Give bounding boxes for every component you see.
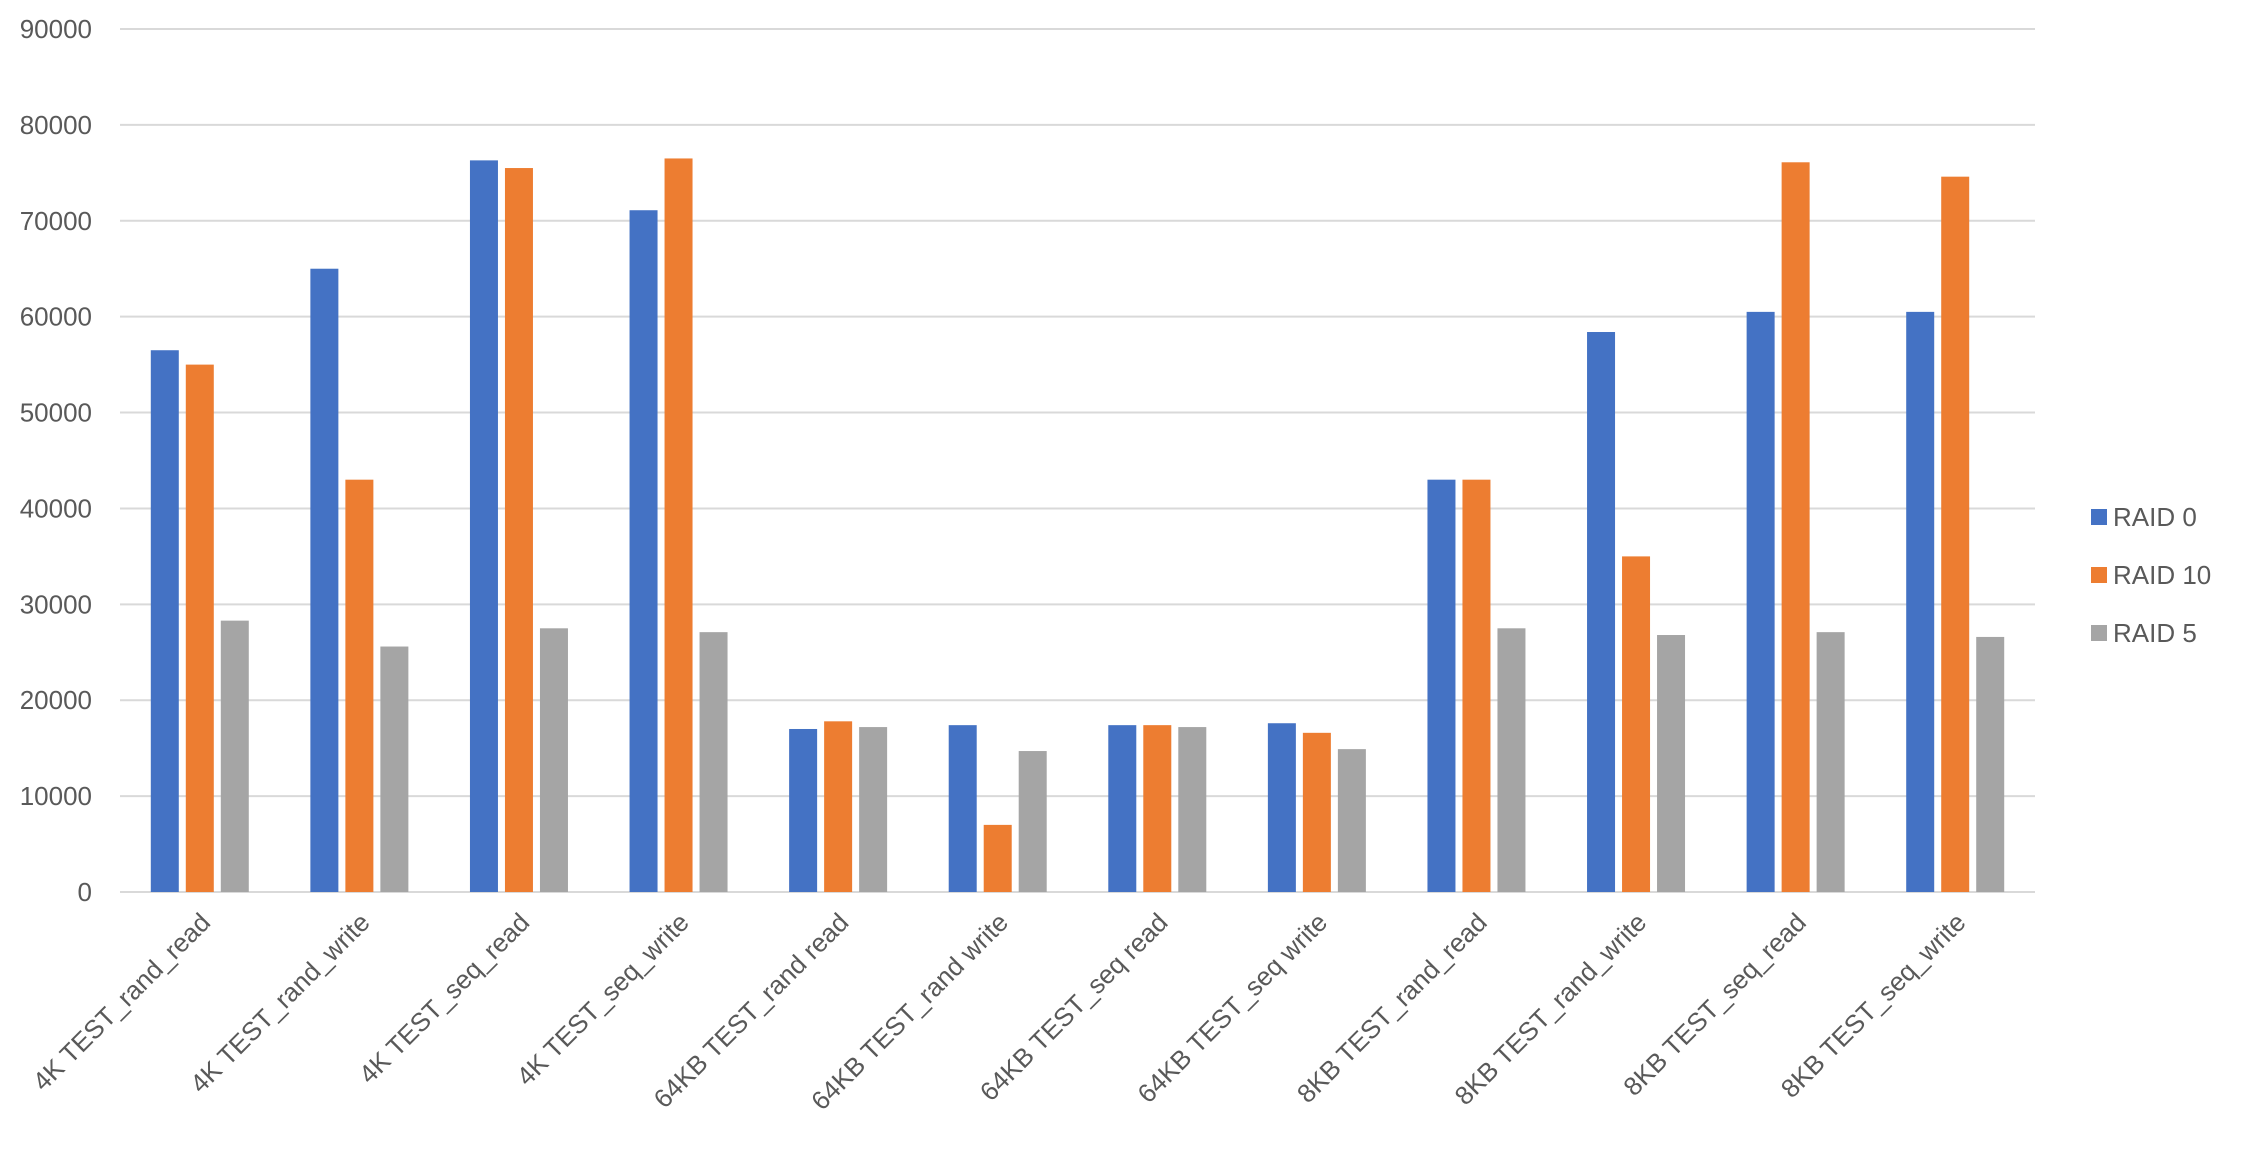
legend-label: RAID 10 xyxy=(2113,560,2211,590)
bar-raid-10 xyxy=(185,364,214,893)
bar-raid-0 xyxy=(150,350,179,892)
y-tick-label: 50000 xyxy=(20,398,92,428)
bar-raid-10 xyxy=(1143,725,1172,892)
bar-raid-10 xyxy=(504,168,533,893)
bar-raid-5 xyxy=(699,632,728,892)
bar-raid-10 xyxy=(824,721,853,892)
gridlines xyxy=(120,28,2035,893)
bar-raid-5 xyxy=(539,628,568,892)
bar-raid-0 xyxy=(789,728,818,892)
y-tick-label: 20000 xyxy=(20,685,92,715)
bar-raid-5 xyxy=(220,620,249,892)
bar-raid-5 xyxy=(1976,636,2005,892)
y-tick-label: 80000 xyxy=(20,110,92,140)
bar-raid-0 xyxy=(1427,479,1456,892)
bar-raid-0 xyxy=(310,268,339,892)
x-tick-label: 8KB TEST_seq_read xyxy=(1617,907,1812,1102)
bar-raid-5 xyxy=(380,646,409,892)
bar-raid-5 xyxy=(1337,749,1366,892)
bar-raid-10 xyxy=(1941,176,1970,892)
y-tick-label: 10000 xyxy=(20,781,92,811)
bar-raid-5 xyxy=(1497,628,1526,892)
legend-label: RAID 5 xyxy=(2113,618,2197,648)
bar-raid-5 xyxy=(859,727,888,892)
legend-swatch xyxy=(2091,509,2107,525)
bar-raid-10 xyxy=(664,158,693,892)
legend: RAID 0 RAID 10 RAID 5 xyxy=(2091,502,2211,648)
y-tick-label: 30000 xyxy=(20,589,92,619)
bar-raid-10 xyxy=(1302,732,1331,892)
bars xyxy=(150,158,2005,893)
bar-raid-0 xyxy=(948,725,977,892)
y-axis-ticks: 0 10000 20000 30000 40000 50000 60000 70000 8000… xyxy=(20,14,92,907)
bar-raid-10 xyxy=(1462,479,1491,892)
bar-raid-0 xyxy=(1906,311,1935,893)
bar-raid-5 xyxy=(1816,632,1845,892)
x-tick-label: 8KB TEST_seq_write xyxy=(1775,907,1972,1104)
y-tick-label: 70000 xyxy=(20,206,92,236)
y-tick-label: 60000 xyxy=(20,302,92,332)
bar-raid-0 xyxy=(1746,311,1775,893)
legend-label: RAID 0 xyxy=(2113,502,2197,532)
x-tick-label: 4K TEST_seq_read xyxy=(353,907,535,1089)
bar-raid-0 xyxy=(469,160,498,892)
bar-raid-10 xyxy=(345,479,374,892)
y-tick-label: 40000 xyxy=(20,493,92,523)
x-tick-label: 4K TEST_seq_write xyxy=(510,907,694,1091)
y-tick-label: 90000 xyxy=(20,14,92,44)
bar-raid-5 xyxy=(1657,635,1686,892)
y-tick-label: 0 xyxy=(78,877,92,907)
legend-swatch xyxy=(2091,567,2107,583)
bar-raid-5 xyxy=(1018,751,1047,892)
bar-raid-0 xyxy=(629,210,658,893)
bar-raid-5 xyxy=(1178,727,1207,892)
bar-raid-10 xyxy=(1622,556,1651,892)
bar-raid-0 xyxy=(1587,332,1616,892)
x-tick-label: 4K TEST_rand_read xyxy=(27,907,217,1097)
bar-raid-10 xyxy=(1781,162,1810,893)
x-tick-label: 4K TEST_rand_write xyxy=(184,907,376,1099)
bar-raid-0 xyxy=(1267,723,1296,892)
bar-raid-0 xyxy=(1108,725,1137,892)
bar-raid-10 xyxy=(983,824,1012,892)
legend-swatch xyxy=(2091,625,2107,641)
